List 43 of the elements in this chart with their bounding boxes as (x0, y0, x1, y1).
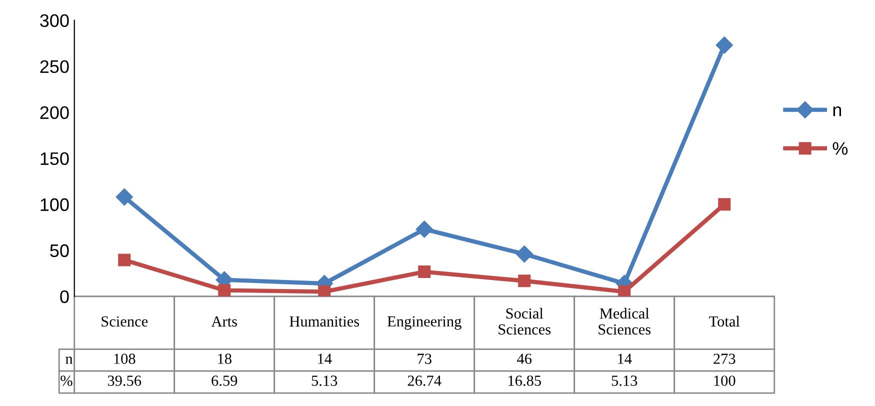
y-tick-label: 300 (40, 14, 69, 28)
x-tick-label: Total (709, 316, 740, 327)
x-tick-label: Science (102, 316, 148, 327)
y-tick-label: 200 (40, 106, 69, 120)
y-tick-label: 0 (60, 290, 69, 304)
data-label: 6.59 (212, 376, 238, 386)
y-tick-label: 150 (40, 152, 69, 166)
data-label: 18 (218, 354, 232, 364)
data-label: 5.13 (612, 376, 638, 386)
point (318, 285, 331, 296)
data-label: 26.74 (408, 376, 442, 386)
data-label: 39.56 (108, 376, 142, 386)
data-label: 14 (618, 354, 632, 364)
x-tick-label: Arts (211, 316, 237, 327)
data-label: 14 (318, 354, 332, 364)
point (418, 266, 431, 278)
x-tick-label: Humanities (290, 316, 360, 327)
x-tick-label: Engineering (387, 316, 462, 330)
data-label: 5.13 (312, 376, 338, 386)
data-label: 16.85 (508, 376, 541, 386)
data-label: 100 (714, 376, 736, 386)
text: n (66, 356, 73, 364)
x-tick-label: Social Sciences (498, 308, 551, 335)
data-label: 73 (418, 354, 432, 364)
y-tick-label: 100 (40, 198, 69, 212)
text: % (60, 376, 72, 386)
data-label: 46 (517, 354, 532, 364)
point (618, 285, 631, 296)
point (518, 274, 531, 288)
x-tick-label: Medical Sciences (598, 308, 651, 335)
legend-label: % (832, 142, 848, 155)
point (118, 254, 131, 266)
point (718, 198, 731, 211)
point (516, 245, 533, 263)
legend-label: n (833, 106, 842, 116)
y-tick-label: 250 (40, 60, 69, 74)
point (716, 36, 733, 54)
point (116, 188, 133, 206)
data-label: 273 (714, 354, 736, 364)
y-tick-label: 50 (50, 244, 69, 258)
point (416, 220, 433, 238)
point (218, 284, 231, 296)
data-label: 108 (114, 354, 136, 364)
